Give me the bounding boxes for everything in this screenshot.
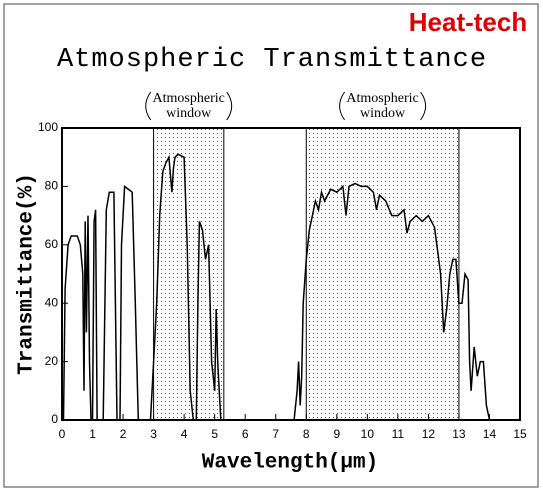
chart-title: Atmospheric Transmittance [57,45,487,75]
y-tick-label: 0 [51,412,58,426]
x-tick-label: 7 [272,427,279,441]
x-tick-label: 0 [59,427,66,441]
window-band [305,127,460,421]
x-axis-label: Wavelength(μm) [202,452,378,475]
x-tick-label: 5 [211,427,218,441]
window-label: Atmospheric [153,91,225,106]
x-tick-label: 12 [422,427,436,441]
x-tick-label: 13 [452,427,466,441]
y-tick-label: 60 [45,237,59,251]
bracket [145,91,233,121]
y-tick-label: 80 [45,179,59,193]
x-tick-label: 11 [392,427,405,441]
x-tick-label: 15 [513,427,527,441]
x-tick-label: 14 [483,427,497,441]
x-tick-label: 2 [120,427,127,441]
brand: Heat-tech [409,7,527,37]
x-tick-label: 3 [150,427,157,441]
plot-frame [61,127,521,421]
x-tick-label: 9 [333,427,340,441]
x-tick-label: 8 [303,427,310,441]
window-label: Atmospheric [346,91,418,106]
x-tick-label: 4 [181,427,188,441]
x-tick-label: 1 [89,427,96,441]
y-tick-label: 100 [38,120,58,134]
x-tick-label: 6 [242,427,249,441]
x-tick-label: 10 [361,427,375,441]
y-axis-label: Transmittance(%) [16,173,39,375]
window-label: window [166,106,212,121]
y-tick-label: 40 [45,295,59,309]
window-label: window [360,106,406,121]
bracket [339,91,427,121]
y-tick-label: 20 [45,354,59,368]
